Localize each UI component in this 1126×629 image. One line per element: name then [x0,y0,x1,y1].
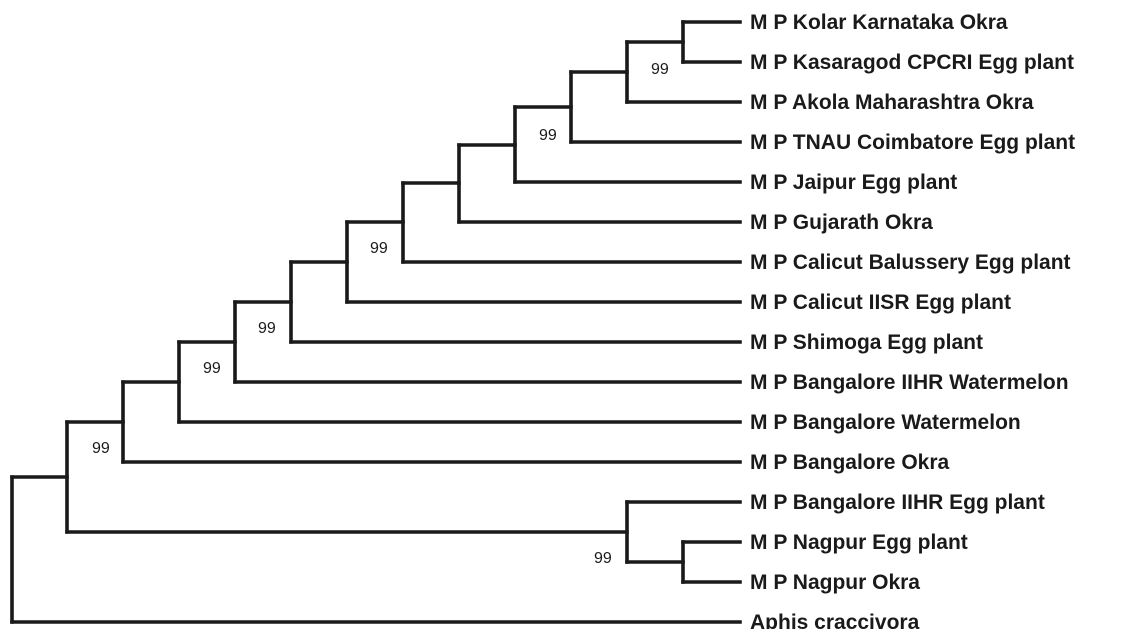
taxon-label: M P Bangalore Okra [750,451,950,474]
taxon-label: M P Jaipur Egg plant [750,171,957,194]
taxon-label: M P Shimoga Egg plant [750,331,983,354]
taxon-labels: M P Kolar Karnataka Okra M P Kasaragod C… [750,11,1075,629]
taxon-label: M P Bangalore IIHR Egg plant [750,491,1045,514]
taxon-label: M P Gujarath Okra [750,211,933,234]
taxon-label: M P Bangalore Watermelon [750,411,1021,434]
taxon-label: M P Kolar Karnataka Okra [750,11,1008,34]
taxon-label: M P Bangalore IIHR Watermelon [750,371,1069,394]
taxon-label: M P Nagpur Okra [750,571,920,594]
bootstrap-value: 99 [539,127,557,144]
bootstrap-value: 99 [203,360,221,377]
taxon-label: M P Akola Maharashtra Okra [750,91,1034,114]
taxon-label: M P Calicut Balussery Egg plant [750,251,1071,274]
tree-branches [10,20,742,624]
bootstrap-value: 99 [651,61,669,78]
bootstrap-value: 99 [370,240,388,257]
taxon-label: M P Kasaragod CPCRI Egg plant [750,51,1074,74]
bootstrap-values: 99 99 99 99 99 99 99 [92,61,669,567]
taxon-label: M P Nagpur Egg plant [750,531,968,554]
bootstrap-value: 99 [258,320,276,337]
taxon-label: M P TNAU Coimbatore Egg plant [750,131,1075,154]
bootstrap-value: 99 [92,440,110,457]
taxon-label: M P Calicut IISR Egg plant [750,291,1011,314]
bootstrap-value: 99 [594,550,612,567]
taxon-label: Aphis craccivora [750,611,920,629]
